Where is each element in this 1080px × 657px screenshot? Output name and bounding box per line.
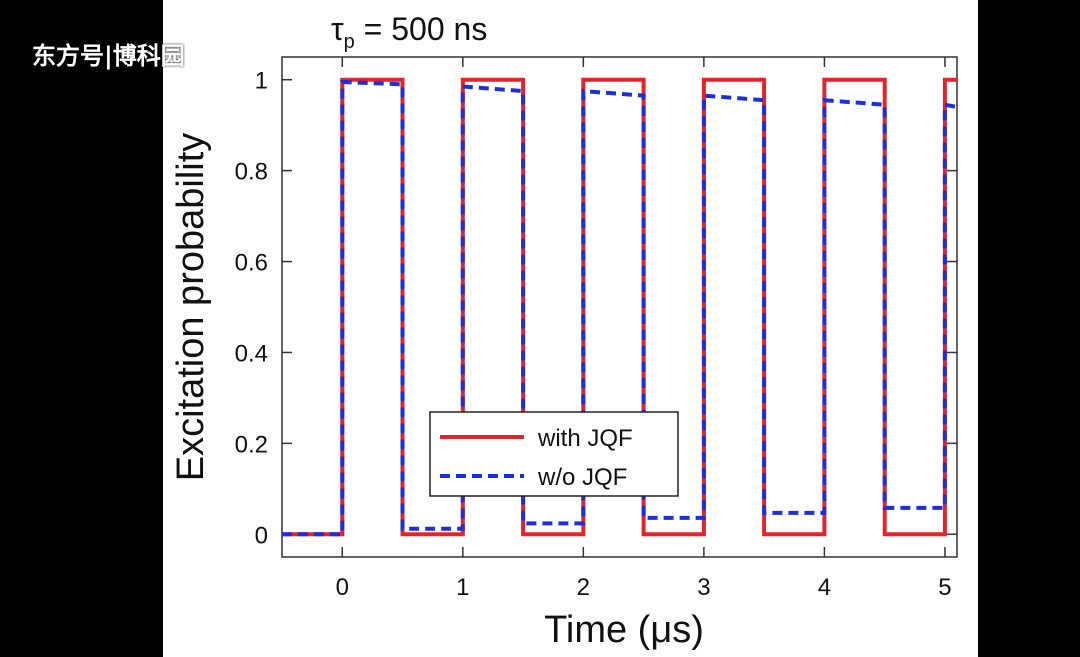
x-tick-label: 4 [818, 574, 831, 601]
title-subscript: p [344, 31, 355, 53]
y-tick-label: 1 [255, 68, 268, 95]
x-tick-label: 2 [577, 574, 590, 601]
y-axis-label: Excitation probability [170, 133, 212, 482]
y-tick-label: 0.8 [235, 159, 268, 186]
tick-labels: 0 1 2 3 4 5 0 0.2 0.4 0.6 0.8 1 [235, 68, 952, 601]
right-letterbox [978, 0, 1080, 657]
y-tick-label: 0.4 [235, 340, 268, 367]
series-line-wo-jqf [282, 79, 958, 537]
legend-label-with-jqf: with JQF [537, 425, 633, 452]
plot-frame [281, 56, 958, 558]
x-tick-label: 3 [697, 574, 710, 601]
x-axis-label: Time (μs) [544, 609, 704, 651]
y-tick-label: 0.6 [235, 250, 268, 277]
left-letterbox [0, 0, 163, 657]
title-rest: = 500 ns [355, 11, 488, 47]
x-tick-label: 5 [938, 574, 951, 601]
legend: with JQF w/o JQF [429, 411, 679, 497]
y-tick-label: 0.2 [235, 431, 268, 458]
legend-label-wo-jqf: w/o JQF [537, 464, 627, 491]
series-group [282, 77, 958, 537]
chart-panel [163, 0, 978, 657]
x-tick-label: 1 [456, 574, 469, 601]
title-tau: τ [331, 11, 344, 47]
x-tick-label: 0 [336, 574, 349, 601]
watermark-text: 东方号|博科园 [32, 42, 185, 70]
y-tick-label: 0 [255, 522, 268, 549]
chart-title: τp = 500 ns [331, 11, 487, 53]
legend-box [429, 411, 679, 497]
